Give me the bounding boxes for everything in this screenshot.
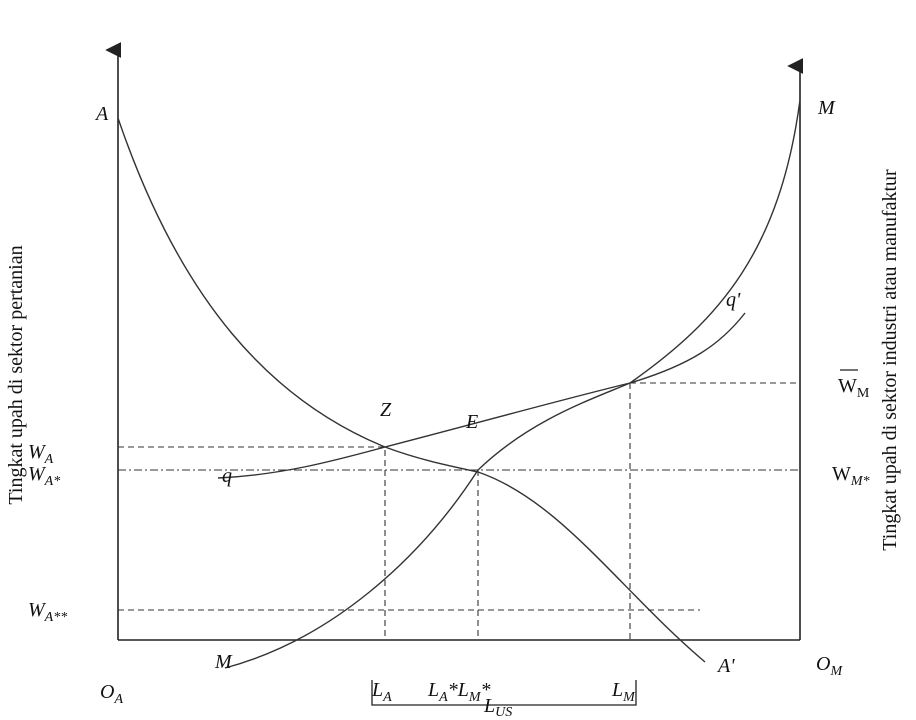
diagram: Tingkat upah di sektor pertanian Tingkat… [0, 0, 916, 720]
wage-label: WA* [28, 463, 60, 489]
curve-a [118, 118, 705, 662]
wage-label: WM [838, 375, 870, 401]
labor-label: LUS [483, 695, 512, 720]
point-label: E [465, 411, 478, 433]
curve-q [218, 313, 745, 478]
origin-label: OM [816, 653, 843, 679]
labor-label: LA [371, 679, 392, 705]
y-left-label: Tingkat upah di sektor pertanian [5, 245, 27, 504]
curve-label: A' [716, 655, 735, 677]
curve-label: M [214, 651, 233, 673]
bracket [372, 680, 636, 705]
curve-m [225, 100, 800, 668]
labor-label: LM [611, 679, 636, 705]
origin-label: OA [100, 681, 123, 707]
y-right-label: Tingkat upah di sektor industri atau man… [879, 169, 901, 551]
labor-label: LA*LM* [427, 679, 490, 705]
point-label: Z [380, 399, 392, 421]
curve-label: q [222, 465, 232, 487]
curve-label: M [817, 97, 836, 119]
curve-label: A [94, 103, 109, 125]
wm-guide [630, 383, 800, 640]
wage-label: WM* [832, 463, 870, 489]
wage-label: WA** [28, 599, 67, 625]
curve-label: q' [726, 289, 741, 311]
